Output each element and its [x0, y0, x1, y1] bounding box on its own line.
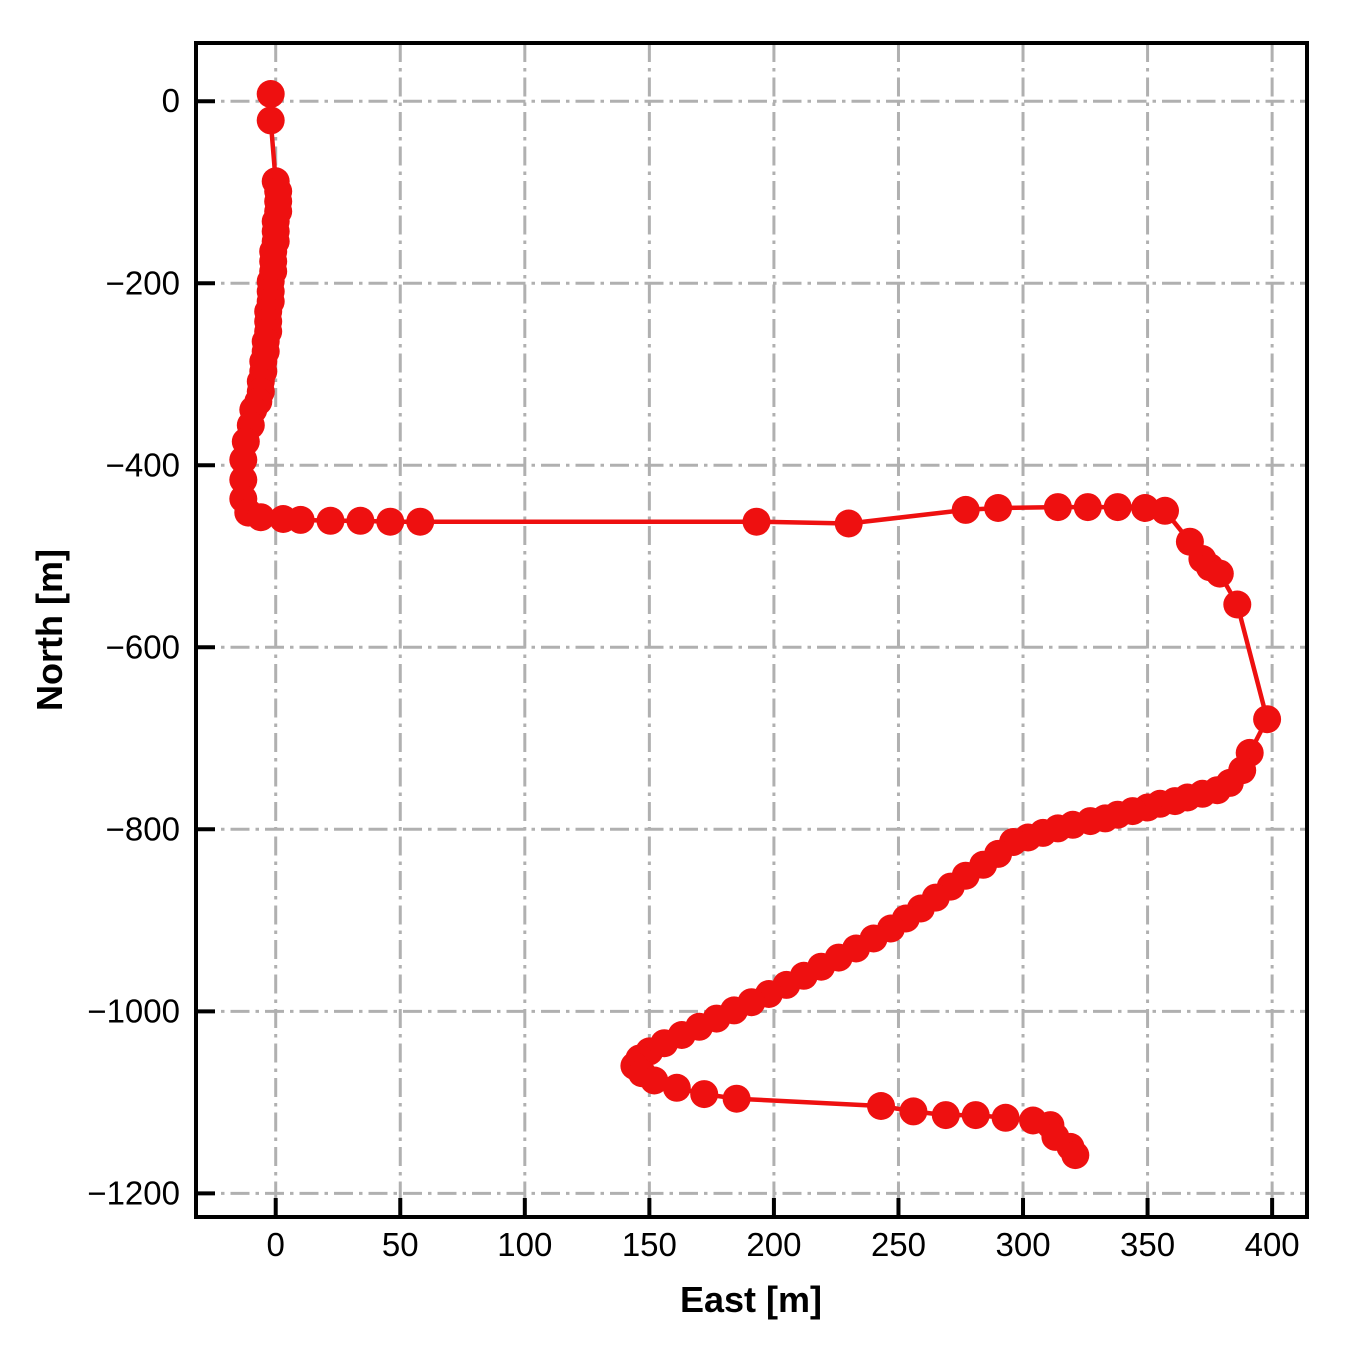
data-point: [346, 506, 375, 535]
data-point: [991, 1103, 1020, 1132]
data-point: [256, 80, 285, 108]
x-axis-label: East [m]: [680, 1279, 822, 1320]
data-point: [931, 1101, 960, 1130]
data-point: [1073, 493, 1102, 522]
x-tick-label: 150: [622, 1226, 677, 1263]
trajectory-series: [229, 80, 1282, 1170]
x-tick-label: 50: [382, 1226, 419, 1263]
y-axis-label: North [m]: [29, 549, 70, 711]
data-point: [742, 507, 771, 536]
y-tick-label: −1200: [87, 1174, 180, 1211]
x-tick-label: 300: [995, 1226, 1050, 1263]
x-tick-label: 100: [497, 1226, 552, 1263]
data-point: [722, 1084, 751, 1113]
x-tick-label: 250: [871, 1226, 926, 1263]
y-tick-label: −200: [106, 264, 180, 301]
gridlines: [196, 43, 1307, 1217]
data-point: [834, 509, 863, 538]
data-point: [229, 445, 258, 474]
y-tick-labels: 0 −200 −400 −600 −800 −1000 −1200: [87, 82, 180, 1211]
y-tick-label: −600: [106, 628, 180, 665]
data-point: [256, 106, 285, 135]
y-tick-label: −1000: [87, 992, 180, 1029]
x-tick-label: 0: [267, 1226, 285, 1263]
x-tick-label: 200: [746, 1226, 801, 1263]
data-point: [1205, 559, 1234, 588]
y-tick-label: −800: [106, 810, 180, 847]
data-point: [246, 503, 275, 532]
data-point: [376, 507, 405, 536]
y-tick-label: 0: [162, 82, 180, 119]
data-point: [867, 1092, 895, 1120]
axis-ticks: [198, 99, 1275, 1215]
data-point: [286, 505, 315, 534]
x-tick-label: 350: [1120, 1226, 1175, 1263]
data-point: [1151, 496, 1179, 525]
x-tick-labels: 0 50 100 150 200 250 300 350 400: [267, 1226, 1300, 1263]
data-point: [640, 1066, 669, 1095]
data-point: [1061, 1141, 1090, 1170]
data-point: [961, 1101, 990, 1130]
data-point: [984, 494, 1013, 522]
data-point: [316, 506, 345, 535]
x-tick-label: 400: [1245, 1226, 1300, 1263]
data-point: [1223, 590, 1252, 619]
data-point: [1043, 493, 1072, 522]
data-point: [899, 1097, 928, 1126]
data-point: [951, 495, 980, 524]
plot-border: [194, 41, 1309, 1219]
spines: [194, 41, 1309, 1219]
data-point: [1103, 493, 1132, 522]
data-point: [1253, 705, 1282, 734]
data-point: [690, 1080, 719, 1109]
y-tick-label: −400: [106, 446, 180, 483]
data-point: [662, 1073, 691, 1102]
data-point: [406, 507, 435, 536]
